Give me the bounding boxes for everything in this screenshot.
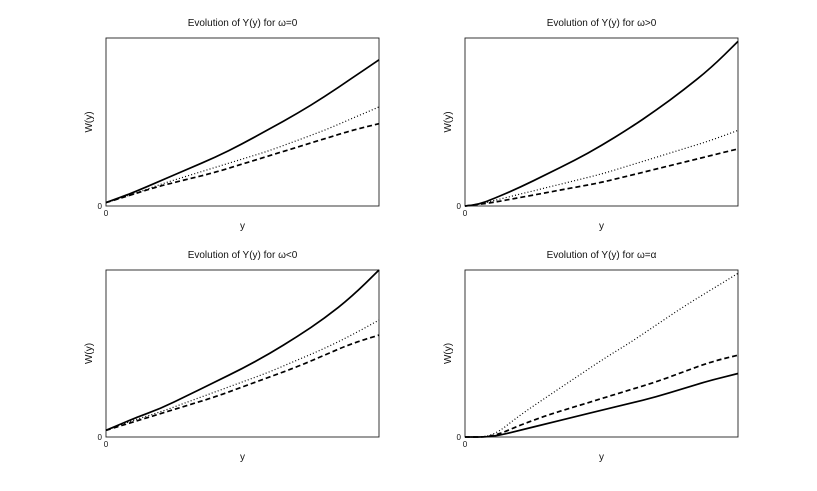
x-tick-label: 0 [104,209,109,218]
series-line-dotted [105,106,380,204]
plot-frame [464,269,739,438]
y-tick-label: 0 [457,202,462,211]
y-tick-label: 0 [98,202,103,211]
x-axis-label: y [599,452,604,463]
series-line-dotted [465,272,739,438]
x-axis-label: y [599,221,604,232]
y-axis-label: W(y) [443,343,454,364]
series-line-dotted [105,319,380,431]
panel-title: Evolution of Y(y) for ω=α [547,250,657,261]
y-axis-label: W(y) [443,111,454,132]
series-line-solid [465,372,739,438]
series-line-dotted [464,129,739,207]
y-axis-label: W(y) [84,111,95,132]
series-line-dashed [105,122,380,204]
series-line-solid [464,40,739,207]
chart-panel-4: Evolution of Y(y) for ω=α W(y) y 00 [443,250,739,463]
y-tick-label: 0 [98,433,103,442]
plot-frame [105,269,380,438]
plot-frame [464,37,739,207]
x-tick-label: 0 [463,209,468,218]
y-axis-label: W(y) [84,343,95,364]
x-tick-label: 0 [463,440,468,449]
series-line-solid [105,269,380,432]
chart-panel-3: Evolution of Y(y) for ω<0 W(y) y 00 [84,250,380,463]
panel-title: Evolution of Y(y) for ω>0 [547,18,657,29]
chart-panel-2: Evolution of Y(y) for ω>0 W(y) y 00 [443,18,739,232]
x-axis-label: y [240,221,245,232]
series-line-solid [105,59,380,204]
panel-title: Evolution of Y(y) for ω<0 [188,250,298,261]
x-axis-label: y [240,452,245,463]
series-line-dashed [105,334,380,432]
panel-title: Evolution of Y(y) for ω=0 [188,18,298,29]
x-tick-label: 0 [104,440,109,449]
y-tick-label: 0 [457,433,462,442]
chart-panel-1: Evolution of Y(y) for ω=0 W(y) y 00 [84,18,380,232]
series-line-dashed [465,354,739,438]
plot-frame [105,37,380,207]
series-line-dashed [464,148,739,207]
